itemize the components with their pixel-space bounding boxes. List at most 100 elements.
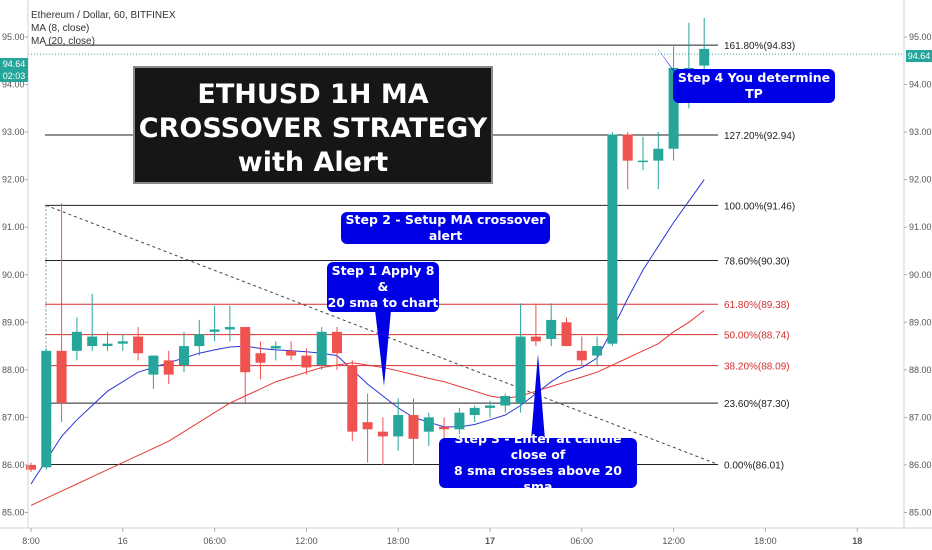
title-line-2: CROSSOVER STRATEGY xyxy=(138,113,488,144)
y-tick-label-left: 95.00 xyxy=(2,32,25,42)
candle-body xyxy=(255,353,266,363)
candles xyxy=(26,18,710,473)
candle-body xyxy=(622,134,633,161)
candle-body xyxy=(638,160,648,163)
candle-body xyxy=(179,346,189,366)
y-tick-label-left: 87.00 xyxy=(2,412,25,422)
x-tick-label: 18:00 xyxy=(387,536,410,546)
callout-step3-line2: 8 sma crosses above 20 sma xyxy=(454,463,622,494)
countdown-badge-left: 02:03 xyxy=(0,70,28,82)
callout-step2: Step 2 - Setup MA crossover alert xyxy=(341,212,550,244)
candle-body xyxy=(439,426,450,430)
y-tick-label-right: 85.00 xyxy=(909,507,932,517)
candle-body xyxy=(41,350,52,468)
candle-body xyxy=(26,464,36,470)
candle-body xyxy=(209,329,220,332)
candle-body xyxy=(653,148,664,161)
candle-body xyxy=(377,431,388,437)
candle-body xyxy=(668,67,679,149)
y-tick-label-right: 93.00 xyxy=(909,127,932,137)
callout-step1-line2: 20 sma to chart xyxy=(327,295,439,310)
y-tick-label-left: 91.00 xyxy=(2,222,25,232)
callout-step3: Step 3 - Enter at candle close of 8 sma … xyxy=(439,431,637,494)
x-tick-label: 18:00 xyxy=(754,536,777,546)
candle-body xyxy=(576,350,587,361)
x-tick-label: 18 xyxy=(852,536,862,546)
fibonacci-levels: 161.80%(94.83) 127.20%(92.94) 100.00%(91.4… xyxy=(28,41,904,471)
last-price-badge-right: 94.64 xyxy=(906,50,932,62)
y-tick-label-right: 95.00 xyxy=(909,32,932,42)
candle-body xyxy=(561,322,572,347)
x-tick-label: 06:00 xyxy=(203,536,226,546)
candle-body xyxy=(592,346,603,356)
x-tick-label: 16 xyxy=(118,536,128,546)
y-tick-label-left: 90.00 xyxy=(2,270,25,280)
y-tick-label-left: 88.00 xyxy=(2,365,25,375)
candle-body xyxy=(500,396,511,406)
candle-body xyxy=(530,336,541,342)
fib-label: 50.00%(88.74) xyxy=(724,331,790,342)
candle-body xyxy=(699,48,710,66)
candle-body xyxy=(224,327,235,330)
candle-body xyxy=(454,412,465,430)
fib-label: 0.00%(86.01) xyxy=(724,460,784,471)
fib-label: 127.20%(92.94) xyxy=(724,131,795,142)
x-tick-label: 8:00 xyxy=(22,536,40,546)
y-tick-label-right: 94.00 xyxy=(909,80,932,90)
candle-body xyxy=(469,407,480,416)
x-tick-label: 17 xyxy=(485,536,495,546)
candle-body xyxy=(423,417,434,432)
fib-label: 23.60%(87.30) xyxy=(724,399,790,410)
title-line-1: ETHUSD 1H MA xyxy=(197,79,429,110)
y-tick-label-right: 89.00 xyxy=(909,317,932,327)
candle-body xyxy=(56,350,67,404)
candle-body xyxy=(194,334,205,347)
symbol-title: Ethereum / Dollar, 60, BITFINEX xyxy=(31,10,176,21)
candle-body xyxy=(117,341,128,344)
ma-fast-legend[interactable]: MA (8, close) xyxy=(31,23,90,34)
y-tick-label-right: 91.00 xyxy=(909,222,932,232)
fib-label: 61.80%(89.38) xyxy=(724,300,790,311)
candle-body xyxy=(485,405,495,408)
y-tick-label-left: 89.00 xyxy=(2,317,25,327)
y-tick-label-left: 85.00 xyxy=(2,507,25,517)
y-tick-label-right: 86.00 xyxy=(909,460,932,470)
candle-body xyxy=(163,360,174,375)
candle-body xyxy=(87,336,98,347)
ma-slow-line xyxy=(30,310,705,506)
candle-body xyxy=(607,134,618,344)
y-tick-label-left: 94.00 xyxy=(2,80,25,90)
candle-body xyxy=(332,331,342,354)
ma-slow-legend[interactable]: MA (20, close) xyxy=(31,36,95,47)
fib-label: 78.60%(90.30) xyxy=(724,256,790,267)
candle-body xyxy=(546,319,557,339)
y-tick-label-left: 92.00 xyxy=(2,175,25,185)
y-tick-label-right: 88.00 xyxy=(909,365,932,375)
candle-body xyxy=(316,331,327,366)
candle-body xyxy=(347,365,358,432)
x-tick-label: 12:00 xyxy=(662,536,685,546)
candle-body xyxy=(286,350,297,356)
callout-step1-line1: Step 1 Apply 8 & xyxy=(331,263,435,294)
y-tick-label-right: 87.00 xyxy=(909,412,932,422)
strategy-title-box: ETHUSD 1H MA CROSSOVER STRATEGY with Ale… xyxy=(133,66,493,184)
step3-pointer xyxy=(531,354,545,440)
y-tick-label-left: 93.00 xyxy=(2,127,25,137)
y-tick-label-right: 92.00 xyxy=(909,175,932,185)
candle-body xyxy=(148,355,159,375)
step1-pointer xyxy=(375,310,391,386)
title-line-3: with Alert xyxy=(237,147,389,178)
candle-body xyxy=(408,415,419,439)
callout-step3-line1: Step 3 - Enter at candle close of xyxy=(454,431,622,462)
candle-body xyxy=(270,346,281,349)
y-tick-label-left: 86.00 xyxy=(2,460,25,470)
callout-step4: Step 4 You determine TP xyxy=(673,69,835,103)
candle-body xyxy=(515,336,526,404)
fib-label: 100.00%(91.46) xyxy=(724,201,795,212)
candle-body xyxy=(133,336,144,354)
callout-step2-text: Step 2 - Setup MA crossover alert xyxy=(345,212,546,243)
fib-label: 38.20%(88.09) xyxy=(724,362,790,373)
candle-body xyxy=(71,331,82,351)
